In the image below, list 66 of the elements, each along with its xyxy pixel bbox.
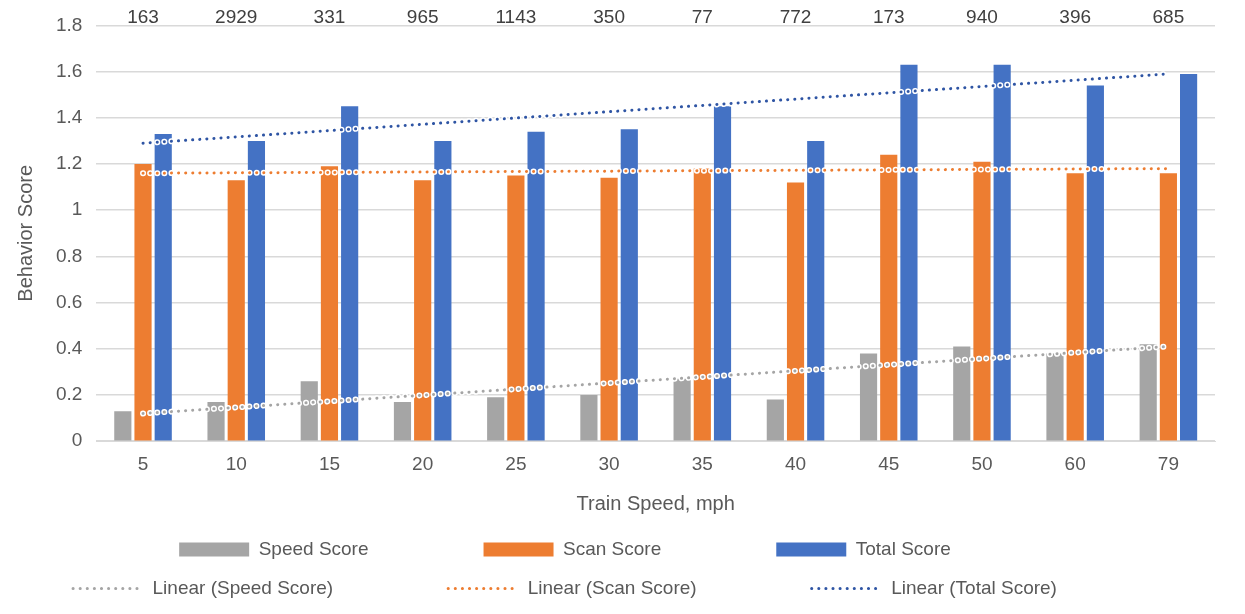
bar bbox=[393, 401, 412, 441]
annotation: 1143 bbox=[495, 6, 537, 28]
y-tick-label: 0.8 bbox=[55, 244, 83, 266]
y-tick-label: 1.6 bbox=[55, 59, 83, 81]
annotation: 173 bbox=[872, 6, 905, 28]
x-tick-label: 79 bbox=[1157, 452, 1179, 474]
y-tick-label: 1 bbox=[71, 198, 83, 220]
bar bbox=[434, 140, 452, 441]
bar bbox=[227, 180, 245, 441]
x-tick-label: 20 bbox=[412, 452, 434, 474]
y-tick-label: 0.2 bbox=[55, 383, 83, 405]
annotation: 772 bbox=[779, 6, 812, 28]
bar bbox=[1159, 173, 1177, 441]
annotation: 965 bbox=[406, 6, 439, 28]
annotation: 350 bbox=[593, 6, 625, 28]
bar bbox=[766, 399, 784, 441]
bar bbox=[807, 140, 825, 441]
annotation: 331 bbox=[313, 6, 346, 28]
x-tick-label: 5 bbox=[137, 452, 149, 474]
x-axis-title: Train Speed, mph bbox=[576, 491, 735, 514]
y-tick-label: 0.4 bbox=[55, 337, 83, 359]
legend-label: Speed Score bbox=[258, 537, 464, 559]
y-tick-label: 0 bbox=[71, 429, 83, 451]
y-tick-label: 1.4 bbox=[55, 106, 83, 128]
annotation: 685 bbox=[1152, 6, 1185, 28]
bar bbox=[1066, 173, 1084, 441]
y-axis-title: Behavior Score bbox=[13, 164, 36, 302]
x-tick-label: 15 bbox=[318, 452, 341, 474]
annotation: 396 bbox=[1059, 6, 1092, 28]
bar bbox=[600, 177, 618, 441]
bar bbox=[1086, 85, 1104, 441]
y-tick-label: 0.6 bbox=[55, 290, 83, 312]
legend-label: Total Score bbox=[855, 537, 1046, 559]
x-tick-label: 45 bbox=[878, 452, 900, 474]
bar bbox=[414, 180, 432, 441]
x-tick-label: 60 bbox=[1064, 452, 1086, 474]
y-tick-label: 1.2 bbox=[55, 152, 83, 174]
bar bbox=[527, 131, 545, 441]
bar bbox=[114, 411, 132, 441]
bar bbox=[487, 397, 505, 441]
bar bbox=[154, 133, 172, 441]
legend-label: Linear (Scan Score) bbox=[527, 576, 792, 598]
bar bbox=[580, 395, 598, 441]
x-tick-label: 50 bbox=[971, 452, 993, 474]
bar bbox=[1180, 73, 1198, 441]
x-tick-label: 40 bbox=[784, 452, 807, 474]
x-tick-label: 10 bbox=[225, 452, 247, 474]
bar bbox=[620, 129, 638, 441]
legend-label: Linear (Total Score) bbox=[891, 576, 1152, 598]
bar bbox=[341, 106, 359, 441]
bar bbox=[247, 140, 266, 441]
legend-label: Scan Score bbox=[563, 537, 757, 559]
bar bbox=[507, 175, 525, 441]
bar bbox=[713, 106, 732, 441]
y-tick-label: 1.8 bbox=[55, 13, 83, 35]
bar bbox=[900, 64, 918, 441]
annotation: 163 bbox=[127, 6, 159, 28]
x-tick-label: 25 bbox=[505, 452, 527, 474]
x-tick-label: 35 bbox=[691, 452, 713, 474]
annotation: 2929 bbox=[215, 6, 258, 28]
x-tick-label: 30 bbox=[598, 452, 620, 474]
annotation: 940 bbox=[966, 6, 998, 28]
annotation: 77 bbox=[691, 6, 713, 28]
bar bbox=[993, 64, 1011, 441]
legend-label: Linear (Speed Score) bbox=[152, 576, 429, 598]
bar bbox=[786, 182, 805, 441]
